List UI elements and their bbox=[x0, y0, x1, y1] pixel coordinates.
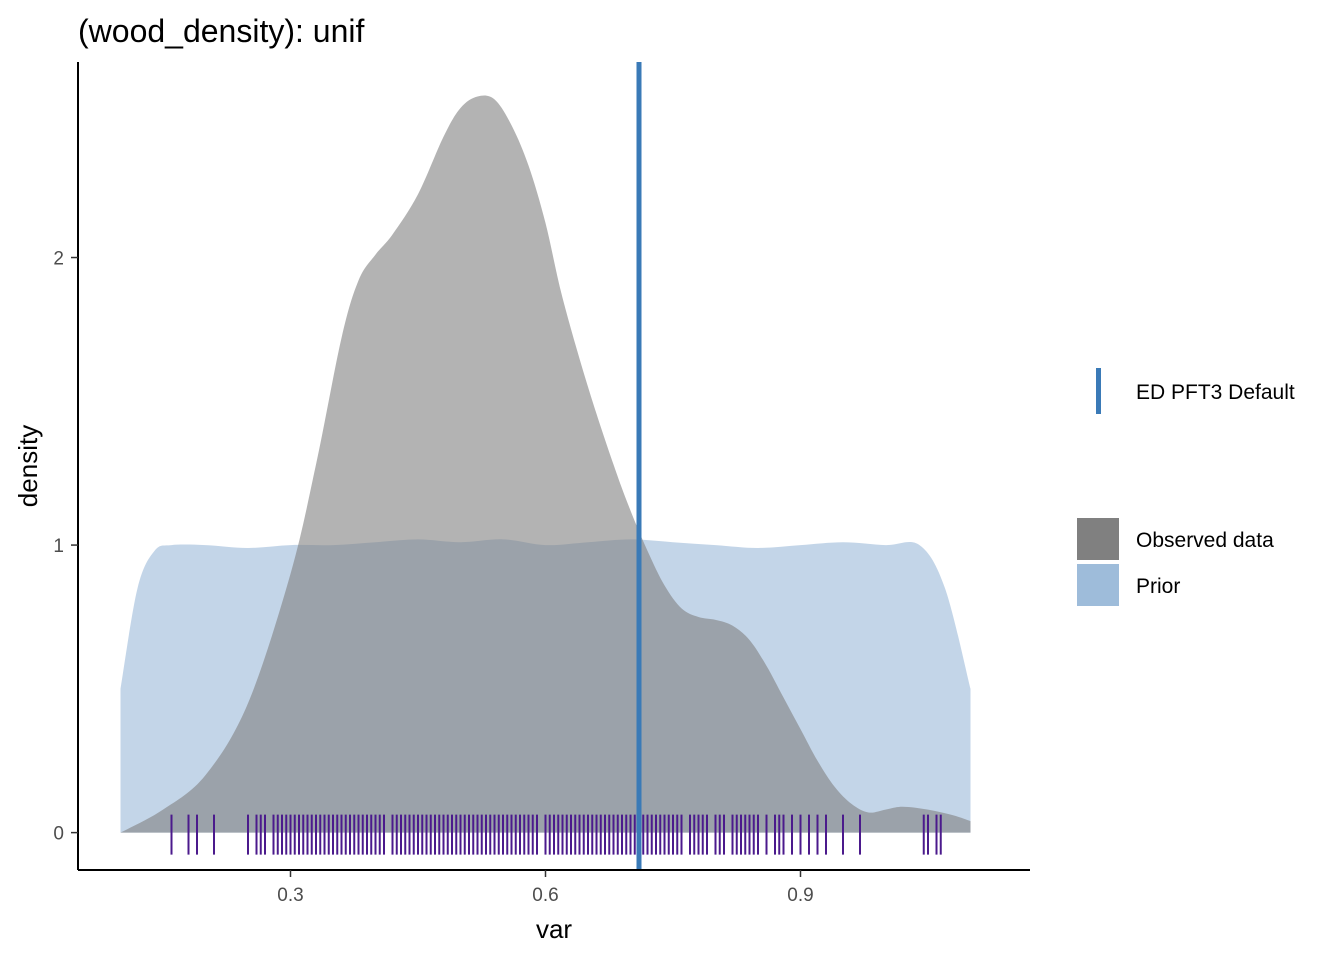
plot-area bbox=[120, 62, 971, 870]
x-tick-label: 0.3 bbox=[277, 885, 303, 906]
x-tick-label: 0.9 bbox=[787, 885, 813, 906]
legend-label-observed-data: Observed data bbox=[1136, 529, 1274, 552]
legend: ED PFT3 Default Observed data Prior bbox=[1077, 368, 1295, 606]
y-tick-label: 1 bbox=[53, 536, 64, 557]
x-axis-ticks: 0.3 0.6 0.9 bbox=[277, 870, 814, 906]
y-tick-label: 0 bbox=[53, 824, 64, 845]
y-axis-ticks: 0 1 2 bbox=[53, 249, 78, 845]
x-tick-label: 0.6 bbox=[532, 885, 558, 906]
legend-key-observed-data bbox=[1077, 518, 1119, 560]
y-axis-title: density bbox=[13, 425, 43, 507]
x-axis-title: var bbox=[536, 914, 572, 944]
rug-marks bbox=[170, 814, 942, 855]
legend-item-prior: Prior bbox=[1077, 564, 1180, 606]
legend-key-prior bbox=[1077, 564, 1119, 606]
y-tick-label: 2 bbox=[53, 249, 64, 270]
legend-key-reference-line bbox=[1096, 368, 1101, 414]
chart-title: (wood_density): unif bbox=[78, 13, 364, 49]
density-area-observed-data bbox=[120, 95, 971, 833]
legend-label-prior: Prior bbox=[1136, 575, 1180, 598]
legend-item-reference-line: ED PFT3 Default bbox=[1096, 368, 1295, 414]
legend-item-observed-data: Observed data bbox=[1077, 518, 1274, 560]
legend-label-reference-line: ED PFT3 Default bbox=[1136, 381, 1295, 404]
